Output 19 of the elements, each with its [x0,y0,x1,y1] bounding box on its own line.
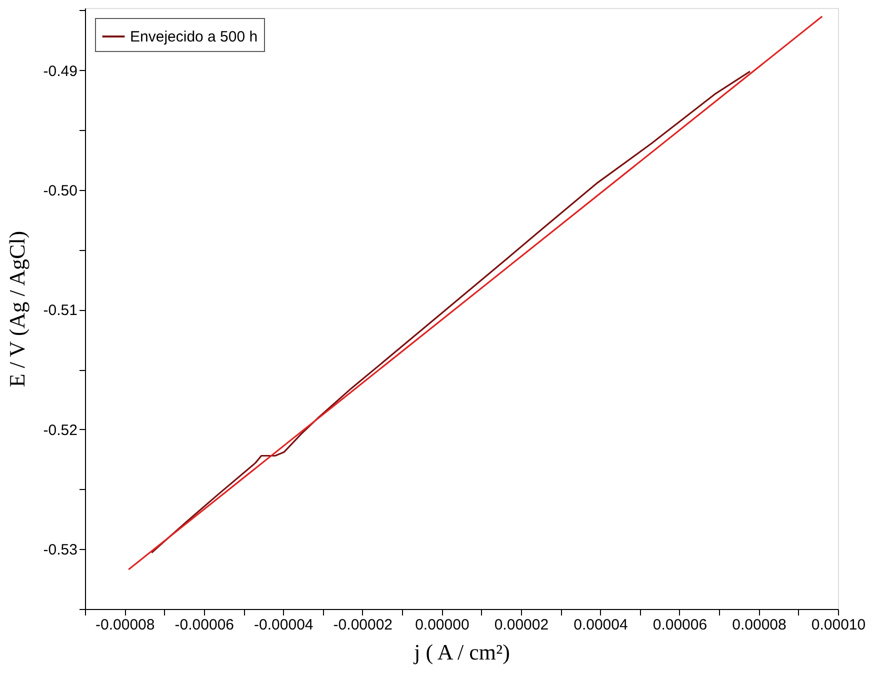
legend-label: Envejecido a 500 h [130,28,258,46]
y-tick-label: -0.53 [43,542,78,559]
x-tick-label: 0.00010 [811,616,866,634]
x-tick-label: -0.00004 [254,616,314,634]
x-tick-label: -0.00006 [174,616,234,634]
x-tick-label: 0.00004 [574,616,628,634]
x-tick-label: 0.00002 [494,616,549,634]
x-tick-label: 0.00000 [415,616,470,634]
x-tick-label: 0.00008 [732,616,786,634]
y-axis-title: E / V (Ag / AgCl) [4,230,30,388]
x-tick-label: 0.00006 [652,616,708,634]
x-tick-label: -0.00008 [96,616,155,634]
y-tick-label: -0.52 [43,422,78,439]
x-axis-title: j ( A / cm²) [413,640,510,664]
y-tick-label: -0.50 [43,182,78,200]
line-series [150,70,751,554]
y-tick-label: -0.51 [43,302,78,320]
x-tick-label: -0.00002 [333,616,393,634]
y-tick-label: -0.49 [43,62,78,80]
